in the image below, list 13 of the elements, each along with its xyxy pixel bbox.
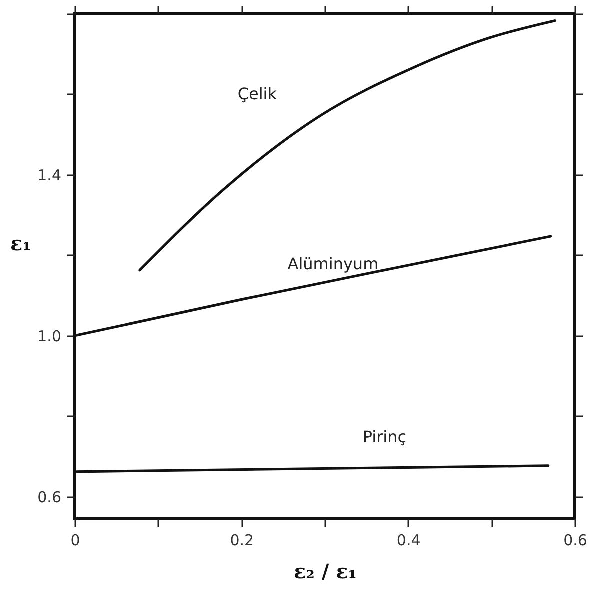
y-axis-title: ε₁ bbox=[10, 232, 32, 256]
series-label: Pirinç bbox=[362, 428, 407, 447]
y-tick-label: 0.6 bbox=[38, 488, 62, 506]
y-tick-label: 1.4 bbox=[38, 166, 62, 184]
x-tick-label: 0.4 bbox=[396, 532, 421, 550]
x-tick-label: 0.6 bbox=[564, 532, 588, 550]
line-series bbox=[138, 20, 556, 272]
x-tick-label: 0 bbox=[70, 532, 80, 550]
series-label: Alüminyum bbox=[288, 254, 379, 274]
y-tick-label: 1.0 bbox=[38, 327, 62, 346]
x-axis-title: ε₂ / ε₁ bbox=[294, 560, 358, 584]
x-tick-label: 0.2 bbox=[230, 532, 254, 550]
text: Çelik bbox=[238, 84, 278, 104]
